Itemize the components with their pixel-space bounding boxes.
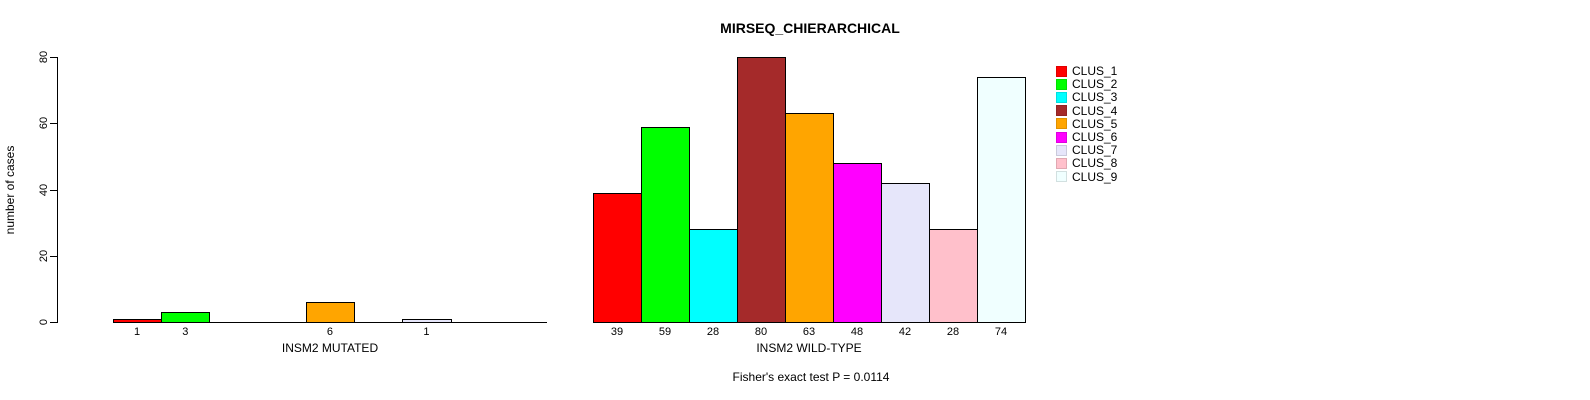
y-axis-tick (50, 123, 57, 125)
bar-value-label: 59 (658, 326, 672, 338)
legend-swatch (1056, 65, 1067, 77)
legend-item: CLUS_3 (1056, 90, 1117, 104)
y-axis-tick-label: 40 (38, 183, 50, 196)
bar (929, 229, 978, 323)
legend-item: CLUS_5 (1056, 117, 1117, 131)
bar-value-label: 28 (706, 326, 720, 338)
y-axis-tick (50, 57, 57, 58)
legend-label: CLUS_2 (1072, 77, 1118, 92)
bar-value-label: 80 (754, 326, 768, 338)
bar (737, 57, 786, 323)
bar-value-label: 74 (994, 326, 1008, 338)
legend-swatch (1056, 131, 1067, 143)
y-axis-line (57, 57, 58, 323)
legend-label: CLUS_5 (1072, 116, 1118, 131)
fisher-test-note: Fisher's exact test P = 0.0114 (732, 370, 890, 384)
bar-value-label: 42 (898, 326, 912, 338)
bar (161, 312, 211, 323)
legend-swatch (1056, 171, 1067, 183)
legend-swatch (1056, 118, 1067, 130)
bar (113, 318, 163, 323)
x-axis-label-wildtype: INSM2 WILD-TYPE (756, 341, 862, 355)
legend-swatch (1056, 144, 1067, 156)
chart-title: MIRSEQ_CHIERARCHICAL (720, 20, 900, 36)
bar (833, 163, 882, 323)
bar-value-label: 28 (946, 326, 960, 338)
y-axis-tick-label: 20 (38, 249, 50, 262)
legend-label: CLUS_3 (1072, 90, 1118, 105)
bar (977, 76, 1026, 323)
bar (402, 318, 452, 323)
legend-swatch (1056, 78, 1067, 90)
bar (593, 192, 642, 323)
y-axis-tick-label: 0 (38, 318, 50, 326)
bar-value-label: 1 (134, 326, 141, 338)
legend-label: CLUS_4 (1072, 103, 1118, 118)
y-axis-tick (50, 189, 57, 191)
legend-item: CLUS_8 (1056, 156, 1117, 170)
bar-value-label: 39 (610, 326, 624, 338)
bar-value-label: 1 (423, 326, 430, 338)
x-axis-label-mutated: INSM2 MUTATED (281, 341, 379, 355)
bar-value-label: 3 (182, 326, 189, 338)
legend-label: CLUS_9 (1072, 169, 1118, 184)
y-axis-tick-label: 60 (38, 117, 50, 130)
y-axis-label: number of cases (3, 145, 17, 235)
legend-item: CLUS_7 (1056, 143, 1117, 157)
bar (689, 229, 738, 323)
legend-label: CLUS_7 (1072, 143, 1118, 158)
legend-item: CLUS_9 (1056, 170, 1117, 184)
legend-label: CLUS_8 (1072, 156, 1118, 171)
legend-label: CLUS_6 (1072, 130, 1118, 144)
y-axis-tick-label: 80 (38, 50, 50, 64)
legend-item: CLUS_4 (1056, 104, 1117, 118)
legend-item: CLUS_6 (1056, 130, 1117, 144)
y-axis-tick (50, 322, 57, 323)
bar-value-label: 6 (326, 326, 334, 338)
legend-swatch (1056, 105, 1067, 117)
legend-label: CLUS_1 (1072, 64, 1118, 78)
bar-value-label: 48 (850, 326, 864, 338)
bar-value-label: 63 (802, 326, 816, 338)
legend-item: CLUS_2 (1056, 77, 1117, 91)
bar (305, 302, 356, 323)
bar (881, 182, 930, 323)
legend-swatch (1056, 157, 1067, 169)
legend-swatch (1056, 91, 1067, 103)
legend-item: CLUS_1 (1056, 64, 1117, 78)
bar (641, 126, 690, 323)
bar (785, 113, 834, 323)
y-axis-tick (50, 255, 57, 257)
